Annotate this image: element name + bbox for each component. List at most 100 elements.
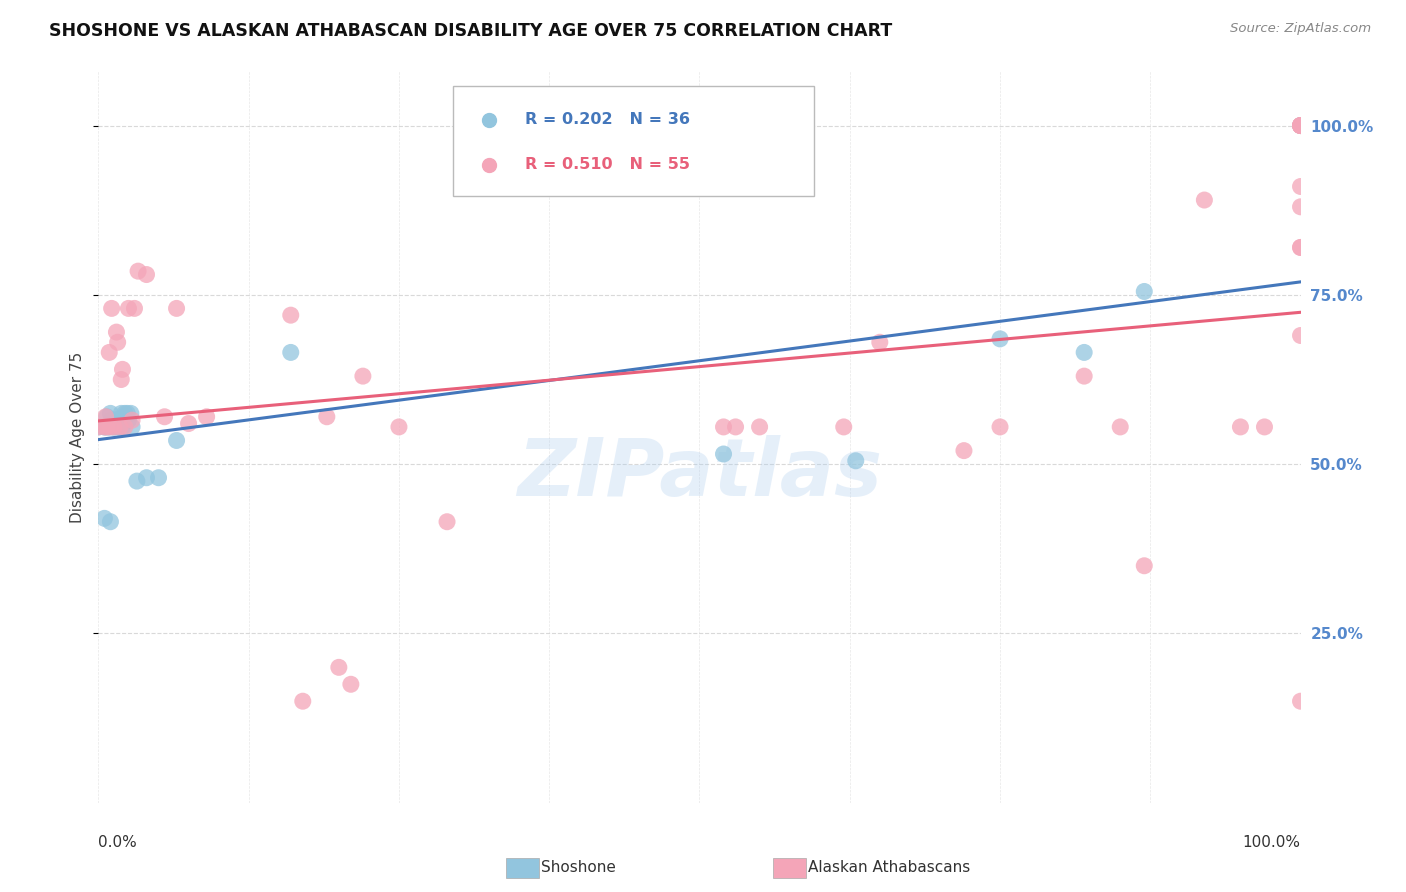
Point <box>1289 119 1312 133</box>
Point <box>117 406 139 420</box>
Point <box>1289 119 1312 133</box>
Point <box>1229 420 1251 434</box>
Point <box>98 420 121 434</box>
Point <box>110 406 132 420</box>
Point <box>96 409 118 424</box>
Point <box>107 420 129 434</box>
Point <box>748 420 770 434</box>
Point <box>121 413 143 427</box>
Point <box>114 406 136 420</box>
Point <box>1289 200 1312 214</box>
Text: ZIPatlas: ZIPatlas <box>517 434 882 513</box>
Text: 0.0%: 0.0% <box>98 836 138 850</box>
Point <box>100 406 122 420</box>
Point <box>1289 240 1312 254</box>
Point <box>845 454 868 468</box>
Point <box>125 474 148 488</box>
Point <box>988 332 1011 346</box>
Point <box>120 406 142 420</box>
Point <box>1289 119 1312 133</box>
Point <box>104 413 127 427</box>
Point <box>1253 420 1275 434</box>
Point <box>135 268 157 282</box>
Point <box>121 420 143 434</box>
Point <box>1133 558 1156 573</box>
Point <box>112 409 135 424</box>
Point <box>100 420 122 434</box>
Point <box>352 369 374 384</box>
Point <box>388 420 411 434</box>
Point <box>117 301 139 316</box>
Point <box>1194 193 1216 207</box>
Point <box>96 420 118 434</box>
Point <box>127 264 149 278</box>
Point <box>108 413 131 427</box>
Text: Alaskan Athabascans: Alaskan Athabascans <box>808 861 970 875</box>
Point <box>724 420 747 434</box>
Point <box>177 417 200 431</box>
Point <box>291 694 314 708</box>
Point <box>110 372 132 386</box>
Point <box>953 443 976 458</box>
Point <box>1289 694 1312 708</box>
Text: R = 0.202   N = 36: R = 0.202 N = 36 <box>526 112 690 128</box>
Point <box>1289 119 1312 133</box>
Point <box>1289 119 1312 133</box>
Point <box>101 420 124 434</box>
Point <box>105 413 128 427</box>
Point <box>869 335 891 350</box>
Point <box>1109 420 1132 434</box>
Point <box>478 163 501 178</box>
Point <box>713 420 735 434</box>
Point <box>117 413 139 427</box>
FancyBboxPatch shape <box>453 86 814 195</box>
Point <box>114 420 136 434</box>
Point <box>124 301 146 316</box>
Point <box>478 205 501 219</box>
Point <box>166 301 188 316</box>
Point <box>148 471 170 485</box>
Point <box>94 420 117 434</box>
Point <box>100 413 122 427</box>
Point <box>100 515 122 529</box>
Point <box>111 420 134 434</box>
Point <box>436 515 458 529</box>
Point <box>1289 328 1312 343</box>
Point <box>1289 179 1312 194</box>
Point <box>166 434 188 448</box>
Point <box>108 420 131 434</box>
Point <box>93 420 115 434</box>
Point <box>832 420 855 434</box>
Text: SHOSHONE VS ALASKAN ATHABASCAN DISABILITY AGE OVER 75 CORRELATION CHART: SHOSHONE VS ALASKAN ATHABASCAN DISABILIT… <box>49 22 893 40</box>
Point <box>103 420 125 434</box>
Point <box>713 447 735 461</box>
Point <box>108 420 131 434</box>
Point <box>1289 119 1312 133</box>
Point <box>111 362 134 376</box>
Text: Source: ZipAtlas.com: Source: ZipAtlas.com <box>1230 22 1371 36</box>
Point <box>103 420 125 434</box>
Point <box>1073 369 1095 384</box>
Point <box>107 335 129 350</box>
Point <box>87 420 110 434</box>
Point <box>100 301 122 316</box>
Point <box>328 660 350 674</box>
Point <box>315 409 337 424</box>
Point <box>1289 240 1312 254</box>
Point <box>93 511 115 525</box>
Point <box>1073 345 1095 359</box>
Y-axis label: Disability Age Over 75: Disability Age Over 75 <box>70 351 86 523</box>
Point <box>97 420 120 434</box>
Point <box>93 420 115 434</box>
Point <box>135 471 157 485</box>
Point <box>98 345 121 359</box>
Point <box>105 325 128 339</box>
Point <box>94 409 117 424</box>
Point <box>280 308 302 322</box>
Text: 100.0%: 100.0% <box>1243 836 1301 850</box>
Point <box>195 409 218 424</box>
Point <box>87 420 110 434</box>
Point <box>988 420 1011 434</box>
Text: R = 0.510   N = 55: R = 0.510 N = 55 <box>526 157 690 172</box>
Point <box>153 409 176 424</box>
